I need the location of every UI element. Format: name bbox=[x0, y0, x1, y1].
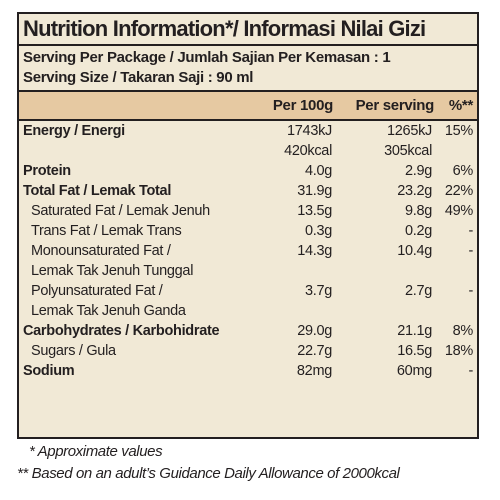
nutrient-name: Lemak Tak Jenuh Ganda bbox=[31, 303, 186, 319]
value-per-100g: 22.7g bbox=[297, 343, 332, 359]
value-per-100g: 3.7g bbox=[304, 283, 332, 299]
value-percent: 8% bbox=[452, 323, 474, 339]
nutrient-name: Sodium bbox=[23, 363, 75, 379]
footnotes: * Approximate values ** Based on an adul… bbox=[17, 441, 487, 485]
value-per-serving: 10.4g bbox=[397, 243, 432, 259]
header-per-serving: Per serving bbox=[336, 92, 436, 121]
value-per-100g: 4.0g bbox=[304, 163, 332, 179]
nutrient-name: Polyunsaturated Fat / bbox=[31, 283, 163, 299]
serving-size: Serving Size / Takaran Saji : 90 ml bbox=[23, 69, 254, 86]
table-row: Monounsaturated Fat / 14.3g 10.4g - bbox=[19, 241, 477, 261]
value-per-serving: 2.7g bbox=[404, 283, 432, 299]
table-row: Protein 4.0g 2.9g 6% bbox=[19, 161, 477, 181]
value-per-100g: 0.3g bbox=[304, 223, 332, 239]
nutrient-name: Carbohydrates / Karbohidrate bbox=[23, 323, 220, 339]
value-percent: 15% bbox=[444, 123, 473, 139]
table-row: Lemak Tak Jenuh Tunggal bbox=[19, 261, 477, 281]
nutrient-name: Sugars / Gula bbox=[31, 343, 116, 359]
table-row: Saturated Fat / Lemak Jenuh 13.5g 9.8g 4… bbox=[19, 201, 477, 221]
value-per-serving bbox=[336, 301, 436, 321]
value-per-100g: 29.0g bbox=[297, 323, 332, 339]
nutrient-name: Protein bbox=[23, 163, 71, 179]
footnote-approximate: * Approximate values bbox=[29, 443, 163, 460]
table-row: Trans Fat / Lemak Trans 0.3g 0.2g - bbox=[19, 221, 477, 241]
value-percent: - bbox=[468, 243, 473, 259]
nutrient-name: Total Fat / Lemak Total bbox=[23, 183, 172, 199]
table-row: 420kcal 305kcal bbox=[19, 141, 477, 161]
nutrient-name: Energy / Energi bbox=[23, 123, 125, 139]
table-row: Sugars / Gula 22.7g 16.5g 18% bbox=[19, 341, 477, 361]
nutrition-facts-panel: Nutrition Information*/ Informasi Nilai … bbox=[17, 12, 479, 439]
nutrition-title: Nutrition Information*/ Informasi Nilai … bbox=[19, 14, 477, 46]
value-per-100g: 13.5g bbox=[297, 203, 332, 219]
value-percent: 6% bbox=[452, 163, 474, 179]
value-per-serving: 16.5g bbox=[397, 343, 432, 359]
nutrient-name: Monounsaturated Fat / bbox=[31, 243, 171, 259]
servings-per-package: Serving Per Package / Jumlah Sajian Per … bbox=[23, 49, 391, 66]
nutrient-name bbox=[19, 141, 240, 161]
value-per-100g: 82mg bbox=[296, 363, 332, 379]
value-per-100g bbox=[240, 261, 336, 281]
value-percent: - bbox=[468, 283, 473, 299]
value-per-100g: 14.3g bbox=[297, 243, 332, 259]
nutrient-table: Per 100g Per serving %** Energy / Energi… bbox=[19, 92, 477, 381]
value-percent bbox=[436, 301, 477, 321]
header-nutrient bbox=[19, 92, 240, 121]
header-percent: %** bbox=[436, 92, 477, 121]
table-row: Lemak Tak Jenuh Ganda bbox=[19, 301, 477, 321]
value-per-serving: 0.2g bbox=[404, 223, 432, 239]
value-per-100g: 31.9g bbox=[297, 183, 332, 199]
nutrient-name: Lemak Tak Jenuh Tunggal bbox=[31, 263, 194, 279]
value-per-serving: 23.2g bbox=[397, 183, 432, 199]
footnote-gda: ** Based on an adult’s Guidance Daily Al… bbox=[17, 465, 400, 482]
value-percent bbox=[436, 141, 477, 161]
table-row: Sodium 82mg 60mg - bbox=[19, 361, 477, 381]
nutrient-name: Trans Fat / Lemak Trans bbox=[31, 223, 182, 239]
value-per-serving bbox=[336, 261, 436, 281]
table-header-row: Per 100g Per serving %** bbox=[19, 92, 477, 121]
value-percent: 22% bbox=[444, 183, 473, 199]
value-per-serving: 2.9g bbox=[404, 163, 432, 179]
table-row: Total Fat / Lemak Total 31.9g 23.2g 22% bbox=[19, 181, 477, 201]
value-per-serving: 1265kJ bbox=[387, 123, 432, 139]
serving-info: Serving Per Package / Jumlah Sajian Per … bbox=[19, 46, 477, 92]
table-row: Carbohydrates / Karbohidrate 29.0g 21.1g… bbox=[19, 321, 477, 341]
value-per-serving: 9.8g bbox=[404, 203, 432, 219]
value-percent: - bbox=[468, 223, 473, 239]
value-percent: 49% bbox=[444, 203, 473, 219]
value-per-serving: 60mg bbox=[396, 363, 432, 379]
nutrient-name: Saturated Fat / Lemak Jenuh bbox=[31, 203, 210, 219]
value-percent: 18% bbox=[444, 343, 473, 359]
table-row: Polyunsaturated Fat / 3.7g 2.7g - bbox=[19, 281, 477, 301]
value-per-serving: 21.1g bbox=[397, 323, 432, 339]
value-percent bbox=[436, 261, 477, 281]
value-per-100g: 1743kJ bbox=[287, 123, 332, 139]
header-per-100g: Per 100g bbox=[240, 92, 336, 121]
table-row: Energy / Energi 1743kJ 1265kJ 15% bbox=[19, 120, 477, 141]
value-percent: - bbox=[468, 363, 473, 379]
value-per-serving: 305kcal bbox=[384, 143, 432, 159]
value-per-100g: 420kcal bbox=[284, 143, 332, 159]
value-per-100g bbox=[240, 301, 336, 321]
